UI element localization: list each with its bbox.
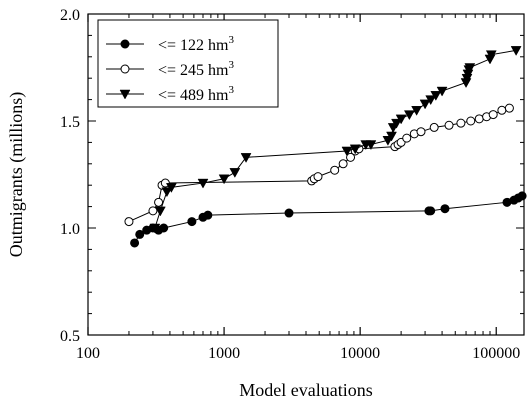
y-tick-label: 1.0 xyxy=(60,221,80,238)
legend-label: <= 122 hm3 xyxy=(158,34,235,54)
data-point xyxy=(403,110,415,121)
data-point xyxy=(510,46,522,56)
legend-label-superscript: 3 xyxy=(229,34,235,46)
legend-entry-2: <= 245 hm3 xyxy=(106,59,235,79)
data-point xyxy=(485,50,497,61)
data-point xyxy=(341,146,353,157)
series-layer xyxy=(124,46,527,248)
data-point xyxy=(419,99,431,110)
data-point xyxy=(330,165,340,175)
data-point xyxy=(197,178,209,189)
data-point xyxy=(395,114,407,125)
data-point xyxy=(135,229,145,239)
data-point xyxy=(517,191,527,201)
data-point xyxy=(464,63,476,74)
data-point xyxy=(426,206,436,216)
data-point xyxy=(124,217,134,227)
data-point xyxy=(444,120,454,130)
data-point xyxy=(154,197,164,207)
data-point xyxy=(386,131,397,142)
data-point xyxy=(120,64,130,74)
legend-label: <= 245 hm3 xyxy=(158,59,235,79)
data-point xyxy=(430,91,442,101)
data-point xyxy=(466,116,476,126)
x-tick-label: 10000 xyxy=(340,345,380,362)
data-point xyxy=(149,223,161,234)
legend-label-superscript: 3 xyxy=(229,59,235,71)
x-axis-label: Model evaluations xyxy=(239,380,372,400)
y-tick-label: 1.5 xyxy=(60,114,80,131)
data-point xyxy=(159,223,169,233)
data-point xyxy=(497,105,507,115)
y-tick-label: 0.5 xyxy=(60,328,80,345)
data-point xyxy=(391,118,402,129)
x-tick-label: 100 xyxy=(76,345,100,362)
legend-entry-1: <= 122 hm3 xyxy=(106,34,235,54)
data-point xyxy=(488,110,498,120)
data-point xyxy=(161,187,173,198)
y-tick-label: 2.0 xyxy=(60,7,80,24)
data-point xyxy=(346,152,356,162)
data-point xyxy=(474,114,484,124)
data-point xyxy=(148,206,158,216)
data-point xyxy=(402,133,412,143)
data-point xyxy=(313,172,323,182)
data-point xyxy=(365,140,377,151)
series-3 xyxy=(149,46,522,234)
data-point xyxy=(284,208,294,218)
series-1 xyxy=(130,191,527,248)
x-tick-label: 1000 xyxy=(208,345,240,362)
data-point xyxy=(130,238,140,248)
y-axis-label: Outmigrants (millions) xyxy=(6,92,27,258)
legend-label: <= 489 hm3 xyxy=(158,84,235,104)
data-point xyxy=(425,95,437,106)
legend-label-superscript: 3 xyxy=(229,84,235,96)
data-point xyxy=(218,174,230,185)
data-point xyxy=(504,103,514,113)
data-point xyxy=(429,122,439,132)
legend: <= 122 hm3 <= 245 hm3 <= 489 hm3 xyxy=(97,19,279,108)
data-point xyxy=(456,118,466,128)
data-point xyxy=(436,86,448,97)
data-point xyxy=(165,183,177,193)
data-point xyxy=(187,217,197,227)
legend-entry-3: <= 489 hm3 xyxy=(106,84,235,104)
data-point xyxy=(240,153,252,163)
data-point xyxy=(416,127,426,137)
data-point xyxy=(154,206,166,217)
x-tick-label: 100000 xyxy=(472,345,520,362)
data-point xyxy=(229,168,241,178)
data-point xyxy=(338,159,348,169)
data-point xyxy=(119,89,131,100)
data-point xyxy=(120,39,130,49)
data-point xyxy=(349,144,361,155)
data-point xyxy=(411,106,423,116)
data-point xyxy=(440,204,450,214)
data-point xyxy=(203,210,213,220)
axes: 100 1000 10000 100000 0.5 1.0 1.5 2.0 Model eval… xyxy=(6,7,524,400)
